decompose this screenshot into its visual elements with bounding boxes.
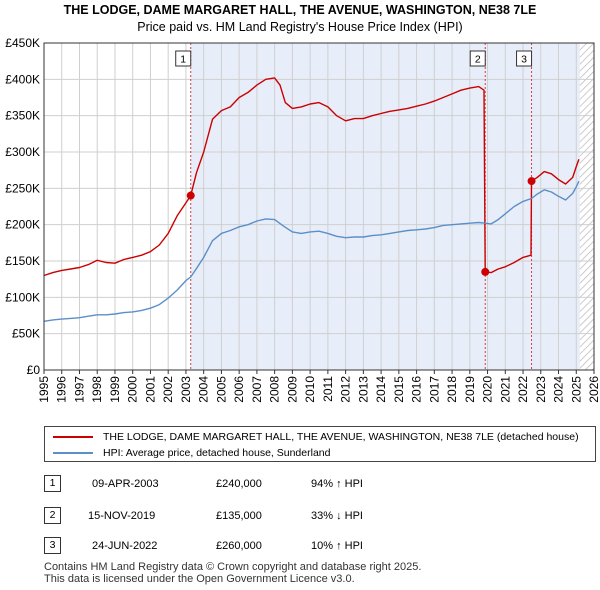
x-tick-label: 2014 xyxy=(374,376,388,403)
x-tick-label: 2023 xyxy=(534,376,548,403)
x-tick-label: 1999 xyxy=(108,376,122,403)
transaction-price: £260,000 xyxy=(216,540,262,552)
x-tick-label: 2000 xyxy=(126,376,140,403)
y-tick-label: £100K xyxy=(5,290,40,304)
transaction-badge: 3 xyxy=(44,537,61,554)
legend: THE LODGE, DAME MARGARET HALL, THE AVENU… xyxy=(44,426,596,462)
x-tick-label: 2022 xyxy=(516,376,530,403)
x-tick-label: 2009 xyxy=(285,376,299,403)
transaction-badge: 1 xyxy=(44,475,61,492)
x-tick-label: 1998 xyxy=(90,376,104,403)
footer: Contains HM Land Registry data © Crown c… xyxy=(44,561,421,585)
footer-licence: This data is licensed under the Open Gov… xyxy=(44,573,355,585)
x-tick-label: 2003 xyxy=(179,376,193,403)
x-tick-label: 2012 xyxy=(339,376,353,403)
x-tick-label: 2016 xyxy=(410,376,424,403)
x-tick-label: 2008 xyxy=(268,376,282,403)
price-chart: 1 2 3 £0 £50K £100K £150K £200K £250K £300K £350K… xyxy=(5,36,600,403)
x-tick-label: 1997 xyxy=(72,376,86,403)
x-tick-label: 2025 xyxy=(569,376,583,403)
x-tick-label: 2013 xyxy=(356,376,370,403)
transaction-hpi-diff: 33% ↓ HPI xyxy=(311,510,363,522)
legend-label-property: THE LODGE, DAME MARGARET HALL, THE AVENU… xyxy=(103,431,579,443)
y-tick-label: £450K xyxy=(5,36,40,50)
x-tick-label: 2021 xyxy=(498,376,512,403)
transaction-3-point xyxy=(527,177,536,186)
transaction-price: £240,000 xyxy=(216,478,262,490)
x-tick-label: 2020 xyxy=(481,376,495,403)
property-price-line xyxy=(43,77,580,277)
transaction-2-badge-box xyxy=(469,50,486,67)
transaction-3-badge-label: 3 xyxy=(521,54,527,66)
y-tick-label: £300K xyxy=(5,145,40,159)
legend-swatch-property xyxy=(53,436,93,438)
y-tick-label: £0 xyxy=(27,363,41,377)
transaction-hpi-diff: 94% ↑ HPI xyxy=(311,478,363,490)
y-tick-label: £250K xyxy=(5,181,40,195)
x-tick-label: 2019 xyxy=(463,376,477,403)
y-tick-label: £50K xyxy=(12,327,40,341)
chart-title: THE LODGE, DAME MARGARET HALL, THE AVENU… xyxy=(0,2,600,36)
chart-title-line2: Price paid vs. HM Land Registry's House … xyxy=(137,20,463,34)
y-tick-label: £200K xyxy=(5,218,40,232)
x-tick-label: 2001 xyxy=(143,376,157,403)
footer-copyright: Contains HM Land Registry data © Crown c… xyxy=(44,561,422,573)
transaction-1-badge-box xyxy=(175,50,192,67)
x-tick-label: 2024 xyxy=(552,376,566,403)
x-tick-label: 2011 xyxy=(321,376,335,402)
transaction-date: 15-NOV-2019 xyxy=(88,510,156,522)
x-tick-label: 2026 xyxy=(587,376,600,403)
y-tick-label: £150K xyxy=(5,254,40,268)
x-tick-label: 2006 xyxy=(232,376,246,403)
x-tick-label: 2017 xyxy=(427,376,441,403)
transaction-1-point xyxy=(186,191,195,200)
legend-swatch-hpi xyxy=(53,452,93,454)
x-tick-label: 2010 xyxy=(303,376,317,403)
x-tick-label: 1996 xyxy=(55,376,69,403)
x-tick-label: 2007 xyxy=(250,376,264,403)
transaction-2-point xyxy=(481,267,490,276)
x-tick-label: 2015 xyxy=(392,376,406,403)
transaction-2-badge-label: 2 xyxy=(475,54,481,66)
transaction-hpi-diff: 10% ↑ HPI xyxy=(311,540,363,552)
legend-item-property: THE LODGE, DAME MARGARET HALL, THE AVENU… xyxy=(53,429,579,445)
forecast-hatched-region xyxy=(579,43,594,370)
x-tick-label: 2004 xyxy=(197,376,211,403)
legend-label-hpi: HPI: Average price, detached house, Sund… xyxy=(103,447,331,459)
y-tick-label: £400K xyxy=(5,72,40,86)
hpi-line xyxy=(43,180,580,322)
x-tick-label: 1995 xyxy=(37,376,51,403)
transaction-price: £135,000 xyxy=(216,510,262,522)
transaction-3-badge-box xyxy=(516,50,533,67)
x-tick-label: 2002 xyxy=(161,376,175,403)
x-tick-label: 2018 xyxy=(445,376,459,403)
transaction-date: 09-APR-2003 xyxy=(92,478,159,490)
legend-item-hpi: HPI: Average price, detached house, Sund… xyxy=(53,445,330,461)
transaction-date: 24-JUN-2022 xyxy=(92,540,158,552)
y-tick-label: £350K xyxy=(5,109,40,123)
transaction-badge: 2 xyxy=(44,507,61,524)
plot-frame xyxy=(43,42,595,371)
chart-title-line1: THE LODGE, DAME MARGARET HALL, THE AVENU… xyxy=(63,3,537,17)
transaction-1-badge-label: 1 xyxy=(180,54,186,66)
x-tick-label: 2005 xyxy=(214,376,228,403)
